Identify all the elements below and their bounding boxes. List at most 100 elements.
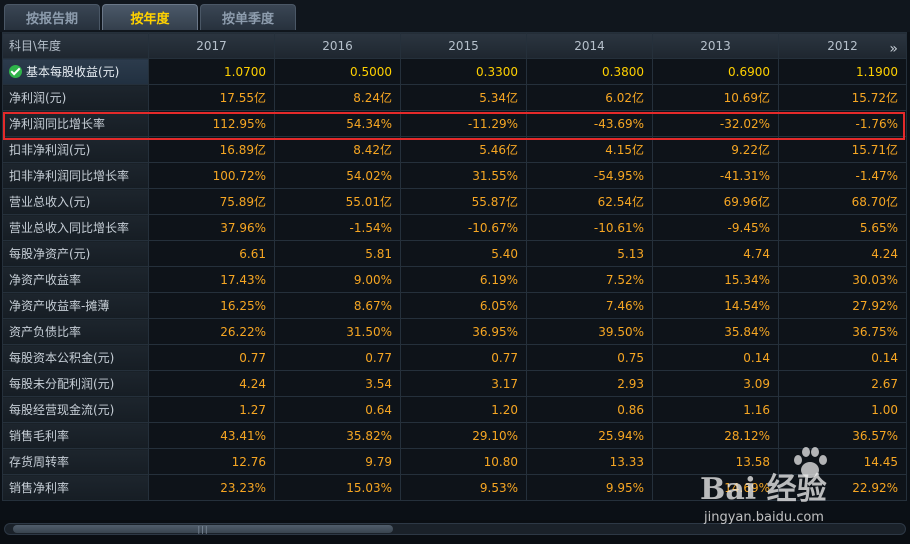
table-row[interactable]: 净资产收益率-摊薄 16.25% 8.67% 6.05% 7.46% 14.54% 27.9… [2, 292, 907, 319]
table-row[interactable]: 每股资本公积金(元) 0.77 0.77 0.77 0.75 0.14 0.14 [2, 344, 907, 371]
table-row[interactable]: 销售净利率 23.23% 15.03% 9.53% 9.95% 14.69% 22.92% [2, 474, 907, 501]
table-row[interactable]: 扣非净利润(元) 16.89亿 8.42亿 5.46亿 4.15亿 9.22亿 15.71亿 [2, 136, 907, 163]
table-cell: 0.86 [526, 396, 653, 423]
horizontal-scrollbar[interactable]: ||| [0, 520, 910, 544]
table-cell: 0.3300 [400, 58, 527, 85]
scrollbar-thumb[interactable]: ||| [13, 524, 393, 534]
table-cell: 4.24 [148, 370, 275, 397]
table-cell: 5.40 [400, 240, 527, 267]
table-row[interactable]: 净资产收益率 17.43% 9.00% 6.19% 7.52% 15.34% 30.03% [2, 266, 907, 293]
table-cell: 54.34% [274, 110, 401, 137]
table-cell: 9.79 [274, 448, 401, 475]
table-cell: 1.1900 [778, 58, 907, 85]
row-label: 销售毛利率 [2, 422, 149, 449]
table-cell: 15.34% [652, 266, 779, 293]
table-cell: 5.46亿 [400, 136, 527, 163]
tab-by-report-period[interactable]: 按报告期 [4, 4, 100, 30]
table-row[interactable]: 扣非净利润同比增长率 100.72% 54.02% 31.55% -54.95% -41.… [2, 162, 907, 189]
row-label-text: 扣非净利润(元) [9, 143, 91, 157]
table-row[interactable]: 销售毛利率 43.41% 35.82% 29.10% 25.94% 28.12% 36.57… [2, 422, 907, 449]
column-header-year[interactable]: 2013 [652, 32, 779, 59]
row-label-text: 存货周转率 [9, 455, 70, 469]
table-cell: 26.22% [148, 318, 275, 345]
scrollbar-grip-icon: ||| [197, 524, 209, 534]
row-label: 每股经营现金流(元) [2, 396, 149, 423]
table-cell: 112.95% [148, 110, 275, 137]
row-label-text: 营业总收入同比增长率 [9, 221, 130, 235]
row-label-text: 每股未分配利润(元) [9, 377, 115, 391]
row-label: 每股资本公积金(元) [2, 344, 149, 371]
table-cell: 9.00% [274, 266, 401, 293]
table-cell: 7.52% [526, 266, 653, 293]
row-label: 营业总收入(元) [2, 188, 149, 215]
table-cell: 37.96% [148, 214, 275, 241]
table-cell: -1.47% [778, 162, 907, 189]
column-header-year[interactable]: 2015 [400, 32, 527, 59]
table-cell: 5.65% [778, 214, 907, 241]
table-cell: 1.0700 [148, 58, 275, 85]
table-cell: 0.6900 [652, 58, 779, 85]
table-row[interactable]: 每股经营现金流(元) 1.27 0.64 1.20 0.86 1.16 1.00 [2, 396, 907, 423]
table-row[interactable]: 每股净资产(元) 6.61 5.81 5.40 5.13 4.74 4.24 [2, 240, 907, 267]
header-row: 科目\年度 2017 2016 2015 2014 2013 2012 » [2, 32, 907, 59]
table-cell: 15.03% [274, 474, 401, 501]
table-row[interactable]: 资产负债比率 26.22% 31.50% 36.95% 39.50% 35.84% 36.7… [2, 318, 907, 345]
table-row[interactable]: 营业总收入同比增长率 37.96% -1.54% -10.67% -10.61% -9.4… [2, 214, 907, 241]
column-header-year[interactable]: 2017 [148, 32, 275, 59]
table-cell: 35.84% [652, 318, 779, 345]
table-row[interactable]: 净利润同比增长率 112.95% 54.34% -11.29% -43.69% -32.0… [2, 110, 907, 137]
table-cell: -32.02% [652, 110, 779, 137]
row-label-text: 每股资本公积金(元) [9, 351, 115, 365]
table-cell: 1.27 [148, 396, 275, 423]
table-cell: 9.95% [526, 474, 653, 501]
table-row[interactable]: 存货周转率 12.76 9.79 10.80 13.33 13.58 14.45 [2, 448, 907, 475]
table-cell: 35.82% [274, 422, 401, 449]
table-cell: 0.77 [148, 344, 275, 371]
table-cell: 68.70亿 [778, 188, 907, 215]
double-chevron-right-icon[interactable]: » [889, 41, 898, 57]
row-label: 净利润(元) [2, 84, 149, 111]
table-cell: 2.93 [526, 370, 653, 397]
table-cell: 8.67% [274, 292, 401, 319]
table-cell: 69.96亿 [652, 188, 779, 215]
row-label: 每股未分配利润(元) [2, 370, 149, 397]
row-label-text: 营业总收入(元) [9, 195, 91, 209]
table-row[interactable]: 基本每股收益(元) 1.0700 0.5000 0.3300 0.3800 0.6900 1… [2, 58, 907, 85]
scrollbar-track[interactable]: ||| [4, 523, 906, 535]
table-cell: 1.00 [778, 396, 907, 423]
table-cell: 8.42亿 [274, 136, 401, 163]
row-label-text: 销售毛利率 [9, 429, 70, 443]
table-row[interactable]: 净利润(元) 17.55亿 8.24亿 5.34亿 6.02亿 10.69亿 15.72亿 [2, 84, 907, 111]
table-row[interactable]: 营业总收入(元) 75.89亿 55.01亿 55.87亿 62.54亿 69.96亿 68… [2, 188, 907, 215]
table-cell: 39.50% [526, 318, 653, 345]
table-cell: 6.02亿 [526, 84, 653, 111]
tab-by-quarter[interactable]: 按单季度 [200, 4, 296, 30]
table-cell: 55.87亿 [400, 188, 527, 215]
table-cell: 6.19% [400, 266, 527, 293]
table-cell: 0.77 [400, 344, 527, 371]
table-cell: 14.69% [652, 474, 779, 501]
table-cell: 15.71亿 [778, 136, 907, 163]
table-cell: -43.69% [526, 110, 653, 137]
column-header-subject: 科目\年度 [2, 32, 149, 59]
table-cell: 30.03% [778, 266, 907, 293]
table-row[interactable]: 每股未分配利润(元) 4.24 3.54 3.17 2.93 3.09 2.67 [2, 370, 907, 397]
column-header-year[interactable]: 2016 [274, 32, 401, 59]
column-header-year[interactable]: 2014 [526, 32, 653, 59]
table-cell: 31.55% [400, 162, 527, 189]
row-label-text: 净利润同比增长率 [9, 117, 106, 131]
table-cell: 0.14 [778, 344, 907, 371]
row-label-text: 资产负债比率 [9, 325, 82, 339]
table-cell: 10.80 [400, 448, 527, 475]
tab-by-year[interactable]: 按年度 [102, 4, 198, 30]
table-cell: 36.57% [778, 422, 907, 449]
row-label-text: 净资产收益率-摊薄 [9, 299, 110, 313]
table-cell: 43.41% [148, 422, 275, 449]
row-label-text: 基本每股收益(元) [26, 65, 120, 79]
table-cell: 7.46% [526, 292, 653, 319]
table-cell: 4.15亿 [526, 136, 653, 163]
column-header-year[interactable]: 2012 » [778, 32, 907, 59]
table-cell: 10.69亿 [652, 84, 779, 111]
table-cell: 54.02% [274, 162, 401, 189]
table-cell: 22.92% [778, 474, 907, 501]
